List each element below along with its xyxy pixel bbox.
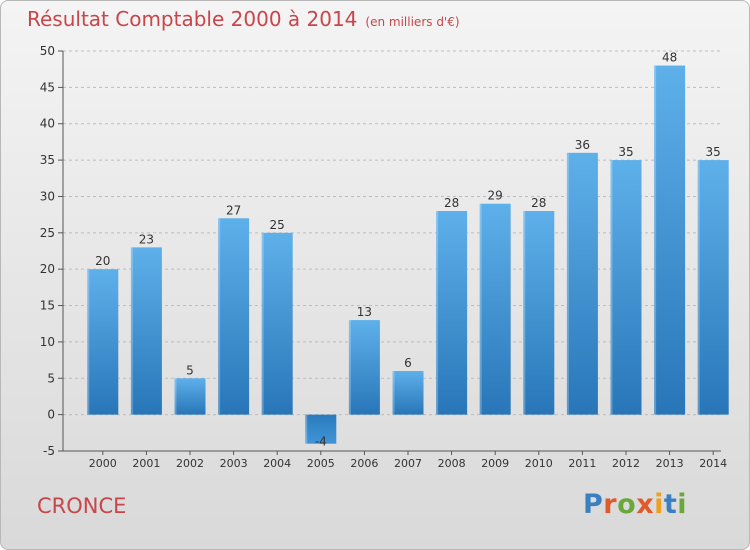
y-tick-label: 25 — [40, 226, 55, 240]
x-tick-label-2013: 2013 — [656, 457, 684, 470]
logo-letter: t — [663, 489, 678, 520]
y-tick-label: 10 — [40, 335, 55, 349]
bar-highlight — [392, 371, 395, 415]
bar-highlight — [218, 218, 221, 415]
bar-2000 — [87, 269, 119, 415]
bar-2006 — [348, 320, 380, 415]
data-label-2008: 28 — [444, 196, 459, 210]
bar-highlight — [523, 211, 526, 415]
bar-2013 — [654, 65, 686, 415]
bar-2004 — [261, 232, 293, 415]
chart-subtitle: (en milliers d'€) — [365, 15, 460, 29]
data-label-2013: 48 — [662, 51, 677, 65]
y-tick-label: 35 — [40, 153, 55, 167]
bar-2002 — [174, 378, 206, 415]
bars — [87, 65, 729, 444]
data-label-2004: 25 — [270, 218, 285, 232]
data-label-2002: 5 — [186, 363, 194, 377]
logo-letter: o — [617, 489, 637, 520]
bar-highlight — [130, 247, 133, 415]
bar-2009 — [479, 203, 511, 415]
bar-2011 — [566, 152, 598, 415]
commune-name: CRONCE — [37, 494, 127, 518]
bar-2008 — [436, 211, 468, 415]
data-label-2005: -4 — [315, 435, 327, 449]
bar-2010 — [523, 211, 555, 415]
y-tick-label: 40 — [40, 117, 55, 131]
proxiti-logo: Proxiti — [583, 489, 687, 520]
data-label-2014: 35 — [706, 145, 721, 159]
x-tick-label-2001: 2001 — [132, 457, 160, 470]
y-tick-label: 20 — [40, 262, 55, 276]
data-label-2001: 23 — [139, 232, 154, 246]
chart-title: Résultat Comptable 2000 à 2014 (en millie… — [27, 7, 460, 31]
y-tick-label: 45 — [40, 80, 55, 94]
data-label-2007: 6 — [404, 356, 412, 370]
data-labels: 20 23 5 27 25 -4 13 6 28 29 28 36 35 48 35 — [95, 51, 721, 449]
bar-2007 — [392, 371, 424, 415]
y-tick-label: 15 — [40, 299, 55, 313]
x-tick-label-2011: 2011 — [568, 457, 596, 470]
x-tick-label-2009: 2009 — [481, 457, 509, 470]
x-tick-label-2000: 2000 — [89, 457, 117, 470]
bar-highlight — [261, 232, 264, 415]
x-tick-label-2002: 2002 — [176, 457, 204, 470]
data-label-2011: 36 — [575, 138, 590, 152]
bar-highlight — [697, 160, 700, 415]
y-tick-label: 5 — [47, 371, 55, 385]
y-tick-label: 0 — [47, 408, 55, 422]
y-tick-label: 50 — [40, 44, 55, 58]
bar-highlight — [436, 211, 439, 415]
logo-letter: i — [677, 489, 688, 520]
bar-2012 — [610, 160, 642, 415]
chart-title-text: Résultat Comptable 2000 à 2014 — [27, 7, 358, 31]
x-tick-label-2008: 2008 — [438, 457, 466, 470]
data-label-2000: 20 — [95, 254, 110, 268]
data-label-2010: 28 — [531, 196, 546, 210]
logo-letter: i — [654, 489, 664, 520]
data-label-2003: 27 — [226, 203, 241, 217]
x-tick-label-2014: 2014 — [699, 457, 727, 470]
logo-letter: x — [636, 489, 655, 520]
bar-highlight — [174, 378, 177, 415]
logo-letter: r — [603, 489, 618, 520]
x-tick-label-2003: 2003 — [220, 457, 248, 470]
bar-highlight — [566, 152, 569, 415]
axes: -5 0 5 10 15 20 25 30 35 40 45 50 2000 2001 2002 2003 20… — [40, 44, 727, 470]
x-tick-label-2010: 2010 — [525, 457, 553, 470]
x-tick-label-2005: 2005 — [307, 457, 335, 470]
data-label-2012: 35 — [618, 145, 633, 159]
x-tick-label-2007: 2007 — [394, 457, 422, 470]
bar-highlight — [348, 320, 351, 415]
bar-highlight — [305, 414, 308, 444]
bar-highlight — [479, 203, 482, 415]
bar-highlight — [610, 160, 613, 415]
bar-2003 — [218, 218, 250, 415]
data-label-2006: 13 — [357, 305, 372, 319]
x-tick-label-2012: 2012 — [612, 457, 640, 470]
bar-2005 — [305, 414, 337, 444]
y-tick-label: -5 — [43, 444, 55, 458]
y-tick-label: 30 — [40, 189, 55, 203]
x-tick-label-2004: 2004 — [263, 457, 291, 470]
bar-highlight — [87, 269, 90, 415]
bar-2001 — [130, 247, 162, 415]
bar-highlight — [654, 65, 657, 415]
bar-2014 — [697, 160, 729, 415]
x-tick-label-2006: 2006 — [350, 457, 378, 470]
data-label-2009: 29 — [488, 189, 503, 203]
logo-letter: P — [583, 489, 604, 520]
